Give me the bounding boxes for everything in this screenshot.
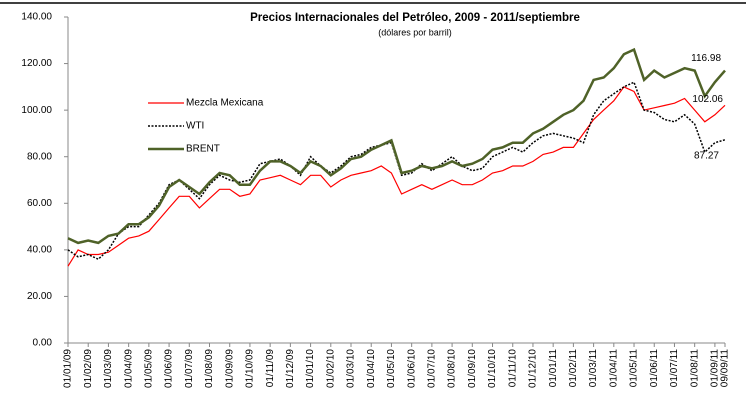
x-tick-label: 01/10/09 — [245, 349, 256, 388]
y-tick-label: 60.00 — [27, 198, 52, 209]
x-tick-label: 01/07/10 — [427, 349, 438, 388]
x-tick-label: 01/03/11 — [588, 349, 599, 388]
x-tick-label: 01/01/11 — [548, 349, 559, 388]
x-tick-label: 01/08/09 — [204, 349, 215, 388]
chart-subtitle: (dólares por barril) — [378, 27, 452, 37]
x-tick-label: 01/03/09 — [103, 349, 114, 388]
x-tick-label: 01/07/11 — [669, 349, 680, 388]
x-tick-label: 01/07/09 — [184, 349, 195, 388]
x-tick-label: 01/08/11 — [689, 349, 700, 388]
data-label: 102.06 — [692, 94, 723, 105]
x-tick-label: 01/02/11 — [568, 349, 579, 388]
x-tick-label: 01/02/09 — [83, 349, 94, 388]
y-tick-label: 0.00 — [33, 338, 53, 349]
x-tick-label: 01/11/10 — [507, 349, 518, 388]
data-label: 116.98 — [691, 53, 721, 64]
x-tick-label: 01/06/09 — [164, 349, 175, 388]
x-tick-label: 01/05/10 — [386, 349, 397, 388]
legend-label: BRENT — [186, 144, 220, 155]
series-line — [67, 81, 726, 261]
x-tick-label: 01/09/10 — [467, 349, 478, 388]
legend-label: Mezcla Mexicana — [186, 98, 264, 109]
x-tick-label: 09/09/11 — [720, 349, 731, 388]
y-tick-label: 80.00 — [27, 151, 52, 162]
series-line — [67, 47, 726, 245]
x-tick-label: 01/09/11 — [710, 349, 721, 388]
legend-label: WTI — [186, 121, 204, 132]
x-tick-label: 01/02/10 — [325, 349, 336, 388]
x-tick-label: 01/04/11 — [608, 349, 619, 388]
chart-title: Precios Internacionales del Petróleo, 20… — [250, 12, 580, 24]
x-tick-label: 01/06/11 — [649, 349, 660, 388]
y-tick-label: 120.00 — [21, 58, 52, 69]
x-tick-label: 01/12/10 — [528, 349, 539, 388]
x-tick-label: 01/04/09 — [123, 349, 134, 388]
x-tick-label: 01/09/09 — [224, 349, 235, 388]
x-tick-label: 01/08/10 — [447, 349, 458, 388]
x-tick-label: 01/10/10 — [487, 349, 498, 388]
y-tick-label: 100.00 — [21, 105, 52, 116]
series-line — [67, 86, 726, 267]
x-tick-label: 01/06/10 — [406, 349, 417, 388]
x-tick-label: 01/04/10 — [366, 349, 377, 388]
x-tick-label: 01/05/09 — [144, 349, 155, 388]
x-tick-label: 01/01/09 — [63, 349, 74, 388]
y-tick-label: 20.00 — [27, 291, 52, 302]
x-tick-label: 01/12/09 — [285, 349, 296, 388]
y-tick-label: 40.00 — [27, 244, 52, 255]
y-tick-label: 140.00 — [21, 12, 52, 23]
x-tick-label: 01/03/10 — [346, 349, 357, 388]
data-label: 87.27 — [694, 150, 719, 161]
x-tick-label: 01/11/09 — [265, 349, 276, 388]
x-tick-label: 01/01/10 — [305, 349, 316, 388]
x-tick-label: 01/05/11 — [629, 349, 640, 388]
